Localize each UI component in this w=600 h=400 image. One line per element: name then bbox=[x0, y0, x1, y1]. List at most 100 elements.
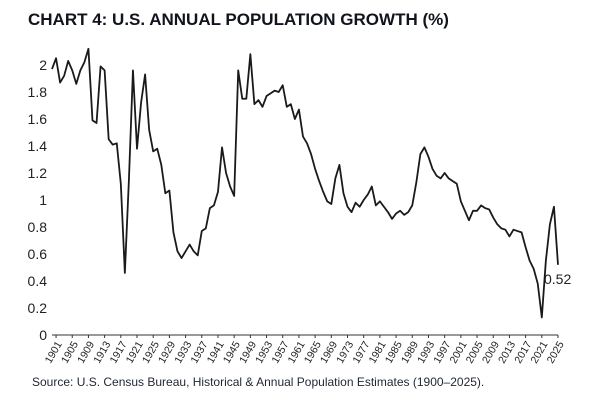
data-point bbox=[128, 179, 130, 181]
data-point bbox=[456, 183, 458, 185]
data-point bbox=[225, 172, 227, 174]
data-point bbox=[310, 153, 312, 155]
data-point bbox=[435, 175, 437, 177]
data-point bbox=[488, 208, 490, 210]
data-point bbox=[197, 254, 199, 256]
data-point bbox=[71, 69, 73, 71]
data-point bbox=[192, 250, 194, 252]
data-point bbox=[427, 156, 429, 158]
data-point bbox=[180, 257, 182, 259]
data-point bbox=[371, 185, 373, 187]
data-point bbox=[294, 118, 296, 120]
y-axis-ticks: 0 0.2 0.4 0.6 0.8 1 1.2 1.4 1.6 1.8 2 bbox=[28, 57, 48, 343]
data-point bbox=[314, 168, 316, 170]
data-point bbox=[480, 204, 482, 206]
data-point bbox=[136, 148, 138, 150]
data-point bbox=[172, 231, 174, 233]
data-point bbox=[363, 199, 365, 201]
data-point bbox=[282, 84, 284, 86]
data-point bbox=[476, 210, 478, 212]
data-point bbox=[468, 219, 470, 221]
data-point bbox=[237, 69, 239, 71]
data-point bbox=[407, 211, 409, 213]
data-point bbox=[51, 68, 53, 70]
data-point bbox=[516, 230, 518, 232]
data-point bbox=[504, 229, 506, 231]
data-point bbox=[184, 250, 186, 252]
data-point bbox=[261, 106, 263, 108]
data-point bbox=[99, 65, 101, 67]
y-tick-label: 2 bbox=[39, 57, 47, 73]
data-point bbox=[152, 150, 154, 152]
data-point bbox=[431, 168, 433, 170]
data-point bbox=[209, 207, 211, 209]
data-point bbox=[403, 214, 405, 216]
data-point bbox=[541, 316, 543, 318]
data-point bbox=[55, 57, 57, 59]
data-point bbox=[107, 138, 109, 140]
data-point bbox=[95, 122, 97, 124]
data-point bbox=[443, 172, 445, 174]
data-point bbox=[286, 106, 288, 108]
data-point bbox=[245, 98, 247, 100]
data-point bbox=[350, 211, 352, 213]
data-point bbox=[472, 210, 474, 212]
data-point bbox=[330, 203, 332, 205]
data-point bbox=[367, 193, 369, 195]
y-tick-label: 0 bbox=[39, 327, 47, 343]
data-point bbox=[253, 103, 255, 105]
data-point bbox=[338, 164, 340, 166]
data-point bbox=[176, 250, 178, 252]
end-value-label: 0.52 bbox=[544, 271, 571, 287]
series-layer bbox=[51, 47, 559, 319]
data-point bbox=[156, 148, 158, 150]
data-point bbox=[524, 246, 526, 248]
data-point bbox=[103, 69, 105, 71]
data-point bbox=[496, 223, 498, 225]
data-point bbox=[326, 200, 328, 202]
data-point bbox=[346, 206, 348, 208]
data-point bbox=[399, 210, 401, 212]
data-point bbox=[358, 206, 360, 208]
data-point bbox=[545, 260, 547, 262]
y-tick-label: 1.2 bbox=[28, 165, 48, 181]
y-tick-label: 0.6 bbox=[28, 246, 48, 262]
data-point bbox=[484, 207, 486, 209]
data-point bbox=[164, 192, 166, 194]
data-point bbox=[217, 191, 219, 193]
data-point bbox=[452, 180, 454, 182]
data-point bbox=[383, 206, 385, 208]
data-point bbox=[290, 103, 292, 105]
data-point bbox=[322, 191, 324, 193]
data-point bbox=[492, 216, 494, 218]
data-point bbox=[415, 181, 417, 183]
data-point bbox=[448, 177, 450, 179]
data-point bbox=[148, 129, 150, 131]
data-point bbox=[411, 204, 413, 206]
data-point bbox=[140, 102, 142, 104]
series-line bbox=[51, 47, 559, 319]
data-point bbox=[460, 200, 462, 202]
data-point bbox=[160, 164, 162, 166]
data-point bbox=[391, 218, 393, 220]
data-point bbox=[533, 268, 535, 270]
data-point bbox=[423, 146, 425, 148]
y-tick-label: 1 bbox=[39, 192, 47, 208]
data-point bbox=[512, 229, 514, 231]
data-point bbox=[520, 231, 522, 233]
data-point bbox=[395, 212, 397, 214]
data-point bbox=[298, 108, 300, 110]
data-point bbox=[213, 204, 215, 206]
data-point bbox=[75, 83, 77, 85]
data-point bbox=[528, 260, 530, 262]
data-point bbox=[87, 48, 89, 50]
data-point bbox=[379, 200, 381, 202]
data-point bbox=[144, 73, 146, 75]
data-point bbox=[464, 210, 466, 212]
y-tick-label: 1.6 bbox=[28, 111, 48, 127]
data-point bbox=[120, 183, 122, 185]
data-point bbox=[241, 98, 243, 100]
data-point bbox=[419, 153, 421, 155]
data-point bbox=[63, 75, 65, 77]
data-point bbox=[302, 135, 304, 137]
